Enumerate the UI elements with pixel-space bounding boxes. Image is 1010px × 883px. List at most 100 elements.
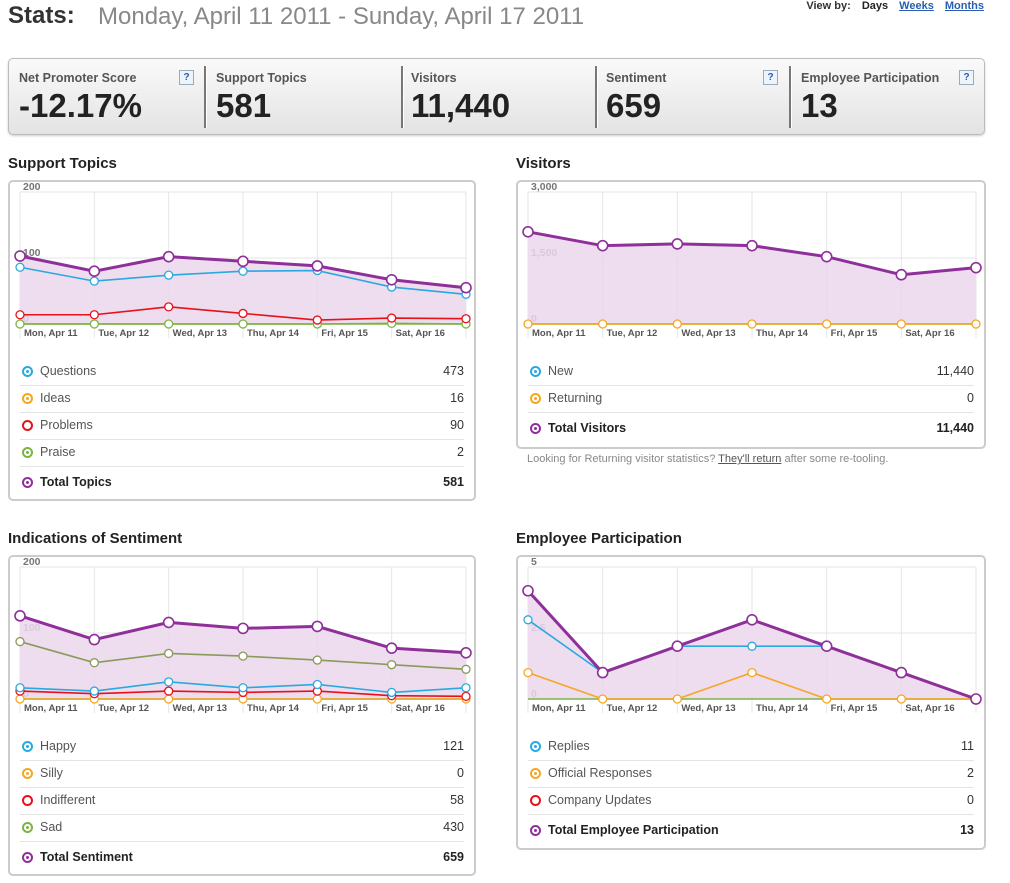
sentiment-legend: Happy 121 Silly 0 Indifferent 58 Sad 430 Total S… — [20, 734, 464, 872]
help-icon[interactable]: ? — [959, 70, 974, 85]
x-tick-label: Sat, Apr 16 — [396, 328, 445, 339]
legend-value: 16 — [450, 391, 464, 405]
data-point — [822, 319, 832, 329]
y-tick-label: 200 — [23, 182, 41, 193]
data-point — [238, 266, 248, 276]
legend-row: Company Updates 0 — [528, 788, 974, 815]
kpi-label: Employee Participation — [801, 71, 940, 85]
legend-value: 473 — [443, 364, 464, 378]
data-point — [15, 310, 25, 320]
legend-marker-icon — [530, 825, 541, 836]
data-point — [238, 319, 248, 329]
data-point — [896, 694, 906, 704]
view-months-link[interactable]: Months — [944, 0, 984, 12]
visitors-legend: New 11,440 Returning 0 Total Visitors 11,440 — [528, 359, 974, 443]
employee-legend: Replies 11 Official Responses 2 Company Upda… — [528, 734, 974, 845]
data-point — [311, 620, 324, 633]
legend-value: 0 — [967, 793, 974, 807]
data-point — [896, 319, 906, 329]
legend-row: New 11,440 — [528, 359, 974, 386]
x-tick-label: Thu, Apr 14 — [247, 328, 300, 339]
data-point — [671, 640, 684, 652]
kpi-value: 11,440 — [411, 87, 511, 124]
legend-label: Praise — [40, 445, 76, 459]
data-point — [596, 666, 609, 679]
data-point — [312, 655, 322, 665]
kpi-value: 581 — [216, 87, 272, 124]
legend-label: Happy — [40, 739, 77, 753]
data-point — [820, 250, 833, 263]
theyll-return-link[interactable]: They'll return — [718, 453, 782, 465]
data-point — [162, 616, 175, 629]
data-point — [311, 260, 324, 272]
y-tick-label: 5 — [531, 557, 537, 568]
data-point — [596, 239, 609, 252]
legend-label: Total Visitors — [548, 421, 627, 435]
legend-marker-icon — [22, 393, 33, 404]
x-tick-label: Mon, Apr 11 — [24, 328, 78, 339]
note-text: after some re-tooling. — [784, 453, 889, 465]
kpi-net-promoter: Net Promoter Score -12.17% ? — [9, 59, 204, 134]
data-point — [461, 683, 471, 693]
legend-row: Ideas 16 — [20, 386, 464, 413]
data-point — [15, 319, 25, 329]
data-point — [312, 679, 322, 690]
legend-marker-icon — [22, 447, 33, 458]
data-point — [238, 651, 248, 661]
legend-label: Indifferent — [40, 793, 96, 807]
data-point — [15, 636, 25, 647]
view-weeks-link[interactable]: Weeks — [899, 0, 934, 12]
legend-marker-icon — [530, 795, 541, 806]
legend-marker-icon — [22, 795, 33, 806]
kpi-value: 13 — [801, 87, 838, 124]
legend-marker-icon — [530, 741, 541, 752]
note-text: Looking for Returning visitor statistics… — [527, 453, 716, 465]
legend-label: Returning — [548, 391, 603, 405]
legend-value: 2 — [457, 445, 464, 459]
data-point — [164, 270, 174, 280]
x-tick-label: Thu, Apr 14 — [756, 328, 809, 339]
data-point — [385, 642, 398, 654]
x-tick-label: Tue, Apr 12 — [607, 328, 658, 339]
x-tick-label: Wed, Apr 13 — [173, 703, 227, 714]
legend-value: 121 — [443, 739, 464, 753]
legend-label: Ideas — [40, 391, 71, 405]
data-point — [598, 694, 608, 704]
data-point — [522, 584, 534, 597]
legend-value: 659 — [443, 850, 464, 864]
data-point — [747, 319, 757, 329]
help-icon[interactable]: ? — [763, 70, 778, 85]
y-tick-label: 200 — [23, 557, 41, 568]
data-point — [14, 250, 26, 262]
kpi-employee-participation: Employee Participation 13 ? — [791, 59, 984, 134]
x-tick-label: Tue, Apr 12 — [98, 328, 149, 339]
legend-row: Sad 430 — [20, 815, 464, 842]
page-header: Stats: Monday, April 11 2011 - Sunday, A… — [8, 0, 998, 40]
legend-marker-icon — [530, 423, 541, 434]
help-icon[interactable]: ? — [179, 70, 194, 85]
date-range: Monday, April 11 2011 - Sunday, April 17… — [98, 3, 585, 30]
data-point — [598, 319, 608, 329]
x-tick-label: Wed, Apr 13 — [681, 328, 735, 339]
data-point — [15, 683, 25, 693]
legend-marker-icon — [22, 741, 33, 752]
kpi-value: -12.17% — [19, 87, 142, 124]
legend-row: Happy 121 — [20, 734, 464, 761]
data-point — [895, 268, 908, 281]
legend-row: Questions 473 — [20, 359, 464, 386]
legend-value: 90 — [450, 418, 464, 432]
data-point — [461, 314, 471, 324]
data-point — [970, 693, 982, 705]
legend-label: Questions — [40, 364, 97, 378]
legend-label: Silly — [40, 766, 63, 780]
data-point — [14, 610, 26, 622]
data-point — [164, 319, 174, 329]
legend-label: Problems — [40, 418, 93, 432]
data-point — [164, 694, 174, 704]
legend-total-row: Total Topics 581 — [20, 467, 464, 497]
legend-row: Replies 11 — [528, 734, 974, 761]
data-point — [164, 302, 174, 312]
legend-marker-icon — [22, 366, 33, 377]
y-tick-label: 100 — [23, 247, 41, 259]
